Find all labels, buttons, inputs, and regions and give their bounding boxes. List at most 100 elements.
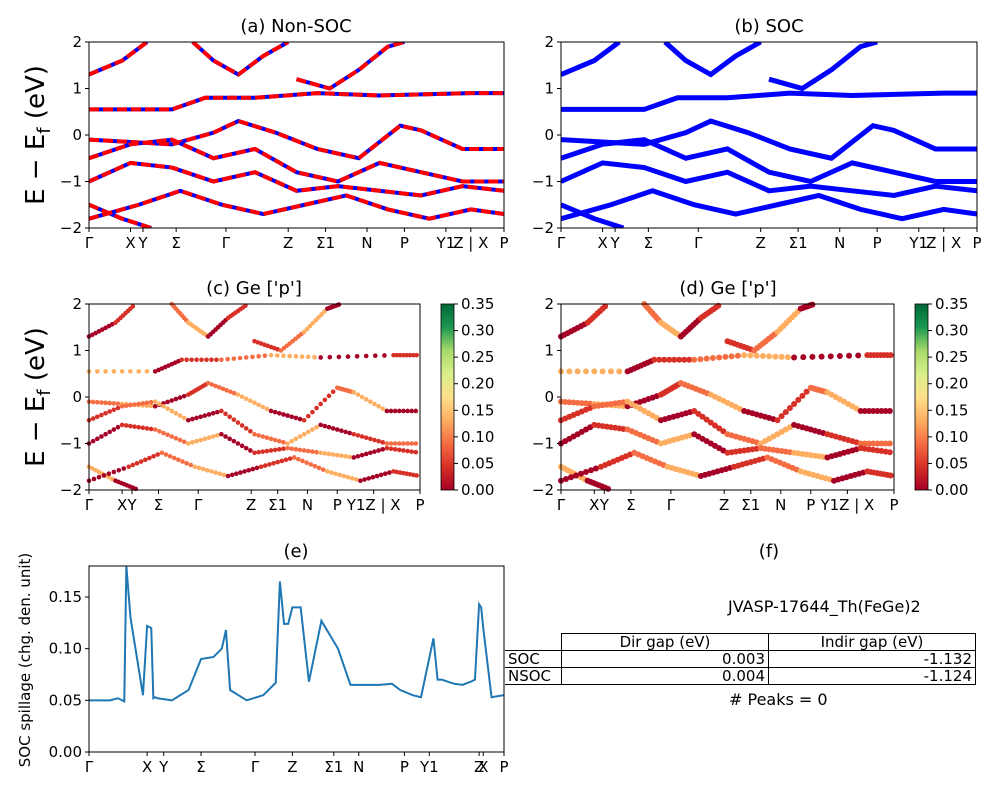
- projection-point: [210, 410, 216, 416]
- projection-point: [256, 354, 261, 359]
- y-tick-label: 1: [544, 342, 554, 360]
- projection-point: [277, 410, 282, 416]
- projection-point: [169, 398, 175, 403]
- projection-point: [184, 460, 189, 466]
- projection-point: [103, 431, 108, 437]
- projection-point: [341, 473, 347, 479]
- cell-indir: -1.124: [768, 667, 976, 685]
- projection-point: [132, 424, 137, 429]
- projection-point: [213, 383, 218, 389]
- projection-point: [351, 455, 357, 460]
- y-tick-label: −2: [532, 481, 554, 499]
- projection-point: [319, 312, 324, 317]
- projection-point: [268, 436, 274, 442]
- projection-point: [376, 404, 381, 409]
- k-point-label: P: [400, 234, 409, 252]
- colorbar-tick-label: 0.35: [461, 295, 494, 313]
- projection-point: [99, 400, 104, 405]
- projection-point: [293, 447, 299, 452]
- k-point-label: Z: [756, 234, 766, 252]
- projection-point: [144, 400, 150, 406]
- projection-point: [405, 441, 410, 446]
- projection-point: [716, 425, 723, 432]
- projection-point: [296, 456, 301, 462]
- projection-point: [574, 368, 581, 375]
- projection-point: [147, 455, 152, 461]
- projection-point: [272, 409, 278, 415]
- k-point-label: Y1Z | X: [346, 496, 401, 514]
- band-line: [561, 188, 977, 222]
- projection-point: [414, 473, 419, 478]
- projection-point: [252, 450, 257, 456]
- band-line-up: [191, 42, 290, 77]
- projection-point: [285, 441, 290, 446]
- projection-point: [345, 354, 351, 359]
- projection-point: [359, 434, 365, 439]
- projection-point: [870, 440, 877, 447]
- projection-point: [209, 382, 215, 387]
- projection-point: [387, 470, 392, 475]
- projection-point: [691, 407, 698, 414]
- projection-point: [887, 472, 894, 479]
- projection-point: [791, 400, 798, 407]
- projection-point: [115, 405, 121, 411]
- k-point-label: Σ1: [324, 758, 343, 776]
- projection-point: [225, 356, 230, 362]
- colorbar-tick-label: 0.10: [935, 428, 968, 446]
- projection-point: [101, 473, 107, 478]
- projection-point: [882, 407, 889, 414]
- k-point-label: Z: [474, 758, 484, 776]
- projection-point: [326, 393, 332, 399]
- k-point-label: P: [499, 234, 508, 252]
- projection-point: [157, 428, 162, 434]
- band-line: [768, 42, 878, 92]
- projection-point: [94, 414, 100, 420]
- panel-a-title: (a) Non-SOC: [240, 16, 351, 37]
- projection-point: [809, 353, 816, 360]
- colorbar-tick-label: 0.05: [935, 454, 968, 472]
- k-point-label: Γ: [667, 496, 676, 514]
- y-tick-label: −1: [60, 435, 82, 453]
- projection-point: [318, 401, 324, 407]
- y-tick-label: 1: [544, 80, 554, 98]
- projection-point: [220, 386, 226, 392]
- k-point-label: N: [353, 758, 364, 776]
- band-line-up: [89, 91, 504, 112]
- projection-point: [235, 420, 241, 425]
- projection-point: [210, 434, 216, 439]
- projection-point: [661, 356, 668, 363]
- projection-point: [202, 436, 208, 442]
- projection-point: [703, 416, 710, 423]
- projection-point: [359, 394, 365, 400]
- projection-point: [192, 464, 198, 470]
- k-point-label: Γ: [194, 496, 203, 514]
- projection-point: [372, 437, 377, 443]
- projection-point: [179, 357, 184, 363]
- projection-point: [196, 465, 202, 471]
- projection-point: [194, 357, 199, 363]
- projection-point: [123, 423, 129, 428]
- table-row: SOC 0.003 -1.132: [505, 650, 976, 668]
- projection-point: [119, 422, 125, 428]
- projection-point: [392, 441, 398, 446]
- projection-point: [384, 441, 390, 446]
- projection-point: [181, 439, 187, 445]
- projection-point: [870, 407, 877, 414]
- projection-point: [355, 453, 361, 459]
- k-point-label: Z: [283, 234, 293, 252]
- projection-point: [281, 446, 286, 452]
- projection-point: [224, 388, 230, 393]
- y-tick-label: 0.15: [49, 588, 82, 606]
- projection-point: [291, 455, 297, 460]
- projection-point: [242, 469, 247, 474]
- projection-point: [343, 453, 348, 459]
- projection-point: [283, 457, 289, 463]
- projection-point: [233, 471, 239, 477]
- k-point-label: Γ: [85, 234, 94, 252]
- projection-point: [803, 388, 810, 395]
- projection-point: [214, 409, 220, 415]
- projection-point: [252, 400, 257, 406]
- k-point-label: X: [589, 496, 599, 514]
- panel-e-ylabel: SOC spillage (chg. den. unit): [16, 553, 34, 768]
- projection-point: [401, 408, 406, 414]
